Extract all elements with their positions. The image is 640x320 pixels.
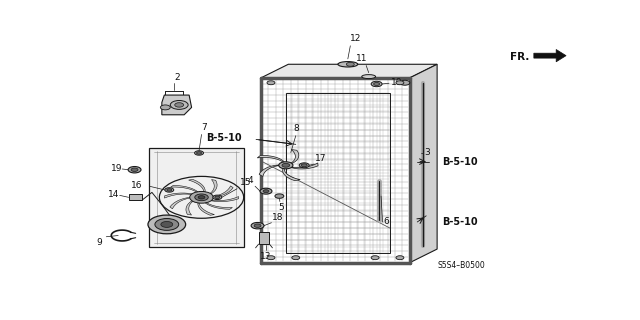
Polygon shape	[164, 193, 192, 198]
Circle shape	[195, 151, 204, 155]
Text: B-5-10: B-5-10	[442, 217, 477, 227]
Circle shape	[167, 189, 172, 191]
Bar	[286, 92, 390, 253]
Circle shape	[300, 163, 309, 168]
Polygon shape	[291, 149, 299, 164]
Ellipse shape	[362, 75, 376, 79]
Circle shape	[170, 100, 188, 109]
Text: 18: 18	[273, 213, 284, 222]
Ellipse shape	[338, 61, 358, 67]
Polygon shape	[261, 78, 410, 263]
Text: 4: 4	[248, 176, 253, 185]
Polygon shape	[261, 64, 437, 78]
Circle shape	[215, 196, 220, 198]
Polygon shape	[213, 186, 233, 197]
Polygon shape	[534, 50, 566, 62]
Bar	[129, 194, 143, 200]
Polygon shape	[189, 180, 205, 192]
Text: B-5-10: B-5-10	[442, 156, 477, 167]
Circle shape	[267, 81, 275, 85]
Text: 8: 8	[293, 124, 299, 132]
Text: 3: 3	[424, 148, 430, 157]
Polygon shape	[162, 95, 191, 115]
Circle shape	[282, 164, 290, 167]
Text: FR.: FR.	[509, 52, 529, 62]
Text: 9: 9	[97, 238, 102, 247]
Circle shape	[148, 215, 186, 234]
Circle shape	[374, 83, 380, 85]
Circle shape	[396, 81, 404, 85]
Text: S5S4–B0500: S5S4–B0500	[437, 261, 485, 270]
Circle shape	[161, 221, 173, 228]
Circle shape	[263, 190, 269, 193]
Text: 14: 14	[108, 190, 120, 199]
Circle shape	[128, 166, 141, 173]
Text: 12: 12	[350, 34, 362, 43]
Text: 17: 17	[315, 154, 326, 163]
Circle shape	[292, 256, 300, 260]
Circle shape	[165, 188, 173, 192]
Text: 15: 15	[239, 178, 251, 187]
Circle shape	[275, 194, 284, 198]
Polygon shape	[211, 196, 239, 202]
Circle shape	[260, 188, 272, 194]
Polygon shape	[257, 156, 285, 162]
Circle shape	[267, 256, 275, 260]
Text: 6: 6	[383, 218, 389, 227]
Text: 11: 11	[355, 54, 367, 63]
Polygon shape	[198, 203, 214, 215]
Text: 16: 16	[131, 181, 142, 190]
Bar	[259, 232, 269, 244]
Polygon shape	[170, 197, 190, 209]
Circle shape	[371, 81, 382, 87]
Circle shape	[346, 62, 355, 66]
Circle shape	[198, 196, 205, 199]
Circle shape	[161, 105, 170, 110]
Circle shape	[195, 194, 208, 201]
Bar	[150, 148, 244, 247]
Circle shape	[196, 152, 202, 154]
Polygon shape	[259, 165, 280, 177]
Text: 13: 13	[260, 252, 272, 260]
Circle shape	[371, 256, 379, 260]
Text: 7: 7	[201, 123, 207, 132]
Circle shape	[279, 162, 293, 169]
Circle shape	[213, 195, 221, 200]
Circle shape	[396, 256, 404, 260]
Text: 19: 19	[111, 164, 122, 173]
Polygon shape	[291, 163, 318, 169]
Circle shape	[189, 191, 213, 203]
Circle shape	[131, 168, 138, 172]
Polygon shape	[410, 64, 437, 263]
Text: 10: 10	[390, 78, 402, 87]
Polygon shape	[186, 201, 193, 215]
Circle shape	[155, 219, 179, 230]
Polygon shape	[171, 185, 198, 192]
Circle shape	[301, 164, 307, 167]
Text: B-5-10: B-5-10	[206, 133, 242, 143]
Circle shape	[254, 224, 261, 228]
Circle shape	[175, 103, 184, 107]
Text: 5: 5	[278, 204, 284, 212]
Polygon shape	[283, 168, 300, 181]
Polygon shape	[210, 180, 217, 194]
Text: 2: 2	[174, 73, 180, 82]
Circle shape	[400, 80, 410, 85]
Polygon shape	[205, 203, 232, 209]
Circle shape	[251, 222, 264, 229]
